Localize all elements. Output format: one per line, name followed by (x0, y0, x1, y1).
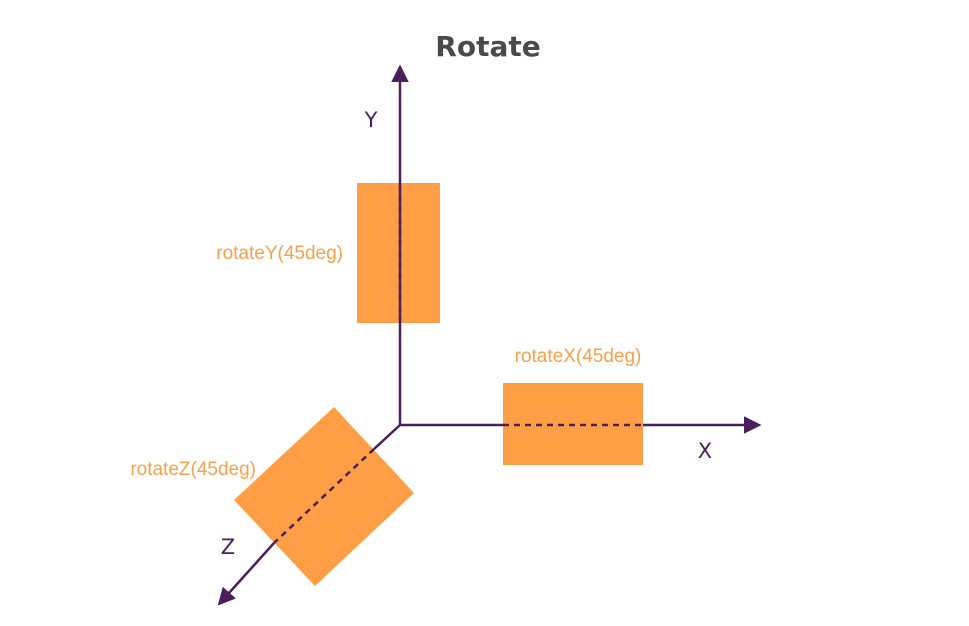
rotate-z-label: rotateZ(45deg) (130, 459, 256, 480)
z-axis-dashed-segment (273, 448, 375, 544)
z-axis-arrow (217, 542, 275, 606)
rotate-y-label: rotateY(45deg) (216, 243, 343, 264)
x-axis-label: X (698, 439, 712, 463)
diagram-title: Rotate (435, 30, 540, 63)
z-axis-line-upper (373, 424, 401, 450)
rotate-y-rectangle (357, 183, 440, 323)
z-axis-label: Z (221, 535, 235, 559)
rotate-x-label: rotateX(45deg) (515, 346, 642, 367)
y-axis-label: Y (364, 108, 378, 132)
